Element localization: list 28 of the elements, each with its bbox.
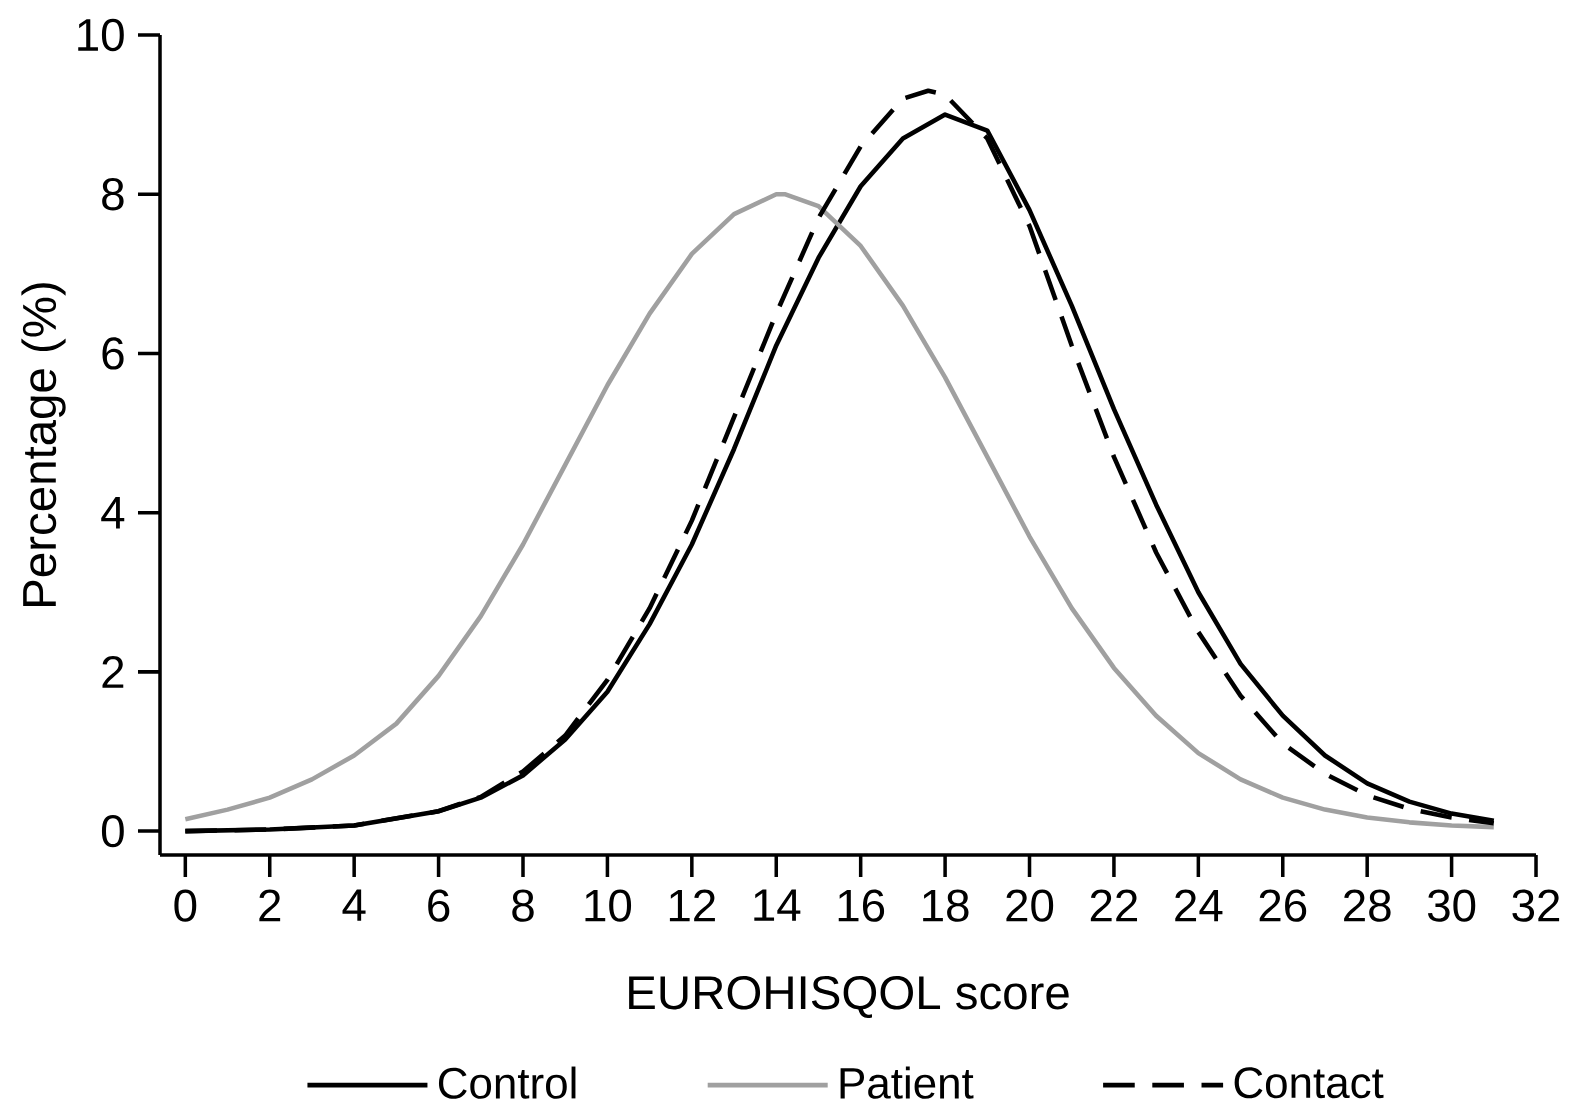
y-tick-label: 0 [101, 814, 124, 848]
x-tick-label: 22 [1090, 889, 1138, 922]
y-tick-label: 8 [102, 178, 124, 211]
x-tick-label: 4 [342, 889, 366, 921]
legend-label: Contact [1234, 1067, 1384, 1099]
x-axis-title: EUROHISQOL score [629, 975, 1069, 1019]
x-tick-label: 14 [754, 889, 801, 921]
y-tick-label: 4 [101, 496, 125, 529]
y-tick-label: 10 [78, 18, 124, 52]
legend-label: Patient [840, 1066, 974, 1099]
x-tick-label: 32 [1512, 889, 1560, 922]
x-tick-label: 24 [1175, 889, 1223, 922]
y-tick-label: 2 [102, 655, 124, 688]
x-tick-label: 2 [259, 889, 281, 922]
x-tick-label: 20 [1006, 889, 1054, 922]
x-tick-label: 28 [1344, 889, 1391, 922]
x-tick-label: 30 [1427, 889, 1476, 922]
x-tick-label: 18 [923, 889, 969, 922]
x-tick-label: 12 [669, 889, 715, 922]
x-tick-label: 16 [838, 889, 885, 922]
x-tick-label: 6 [428, 889, 450, 922]
x-tick-label: 10 [585, 889, 632, 922]
x-tick-label: 0 [174, 889, 197, 922]
x-tick-label: 26 [1259, 889, 1307, 922]
y-tick-label: 6 [102, 337, 124, 370]
x-tick-label: 8 [512, 889, 534, 922]
legend-label: Control [438, 1066, 576, 1099]
y-axis-title: Percentage (%) [21, 283, 66, 606]
